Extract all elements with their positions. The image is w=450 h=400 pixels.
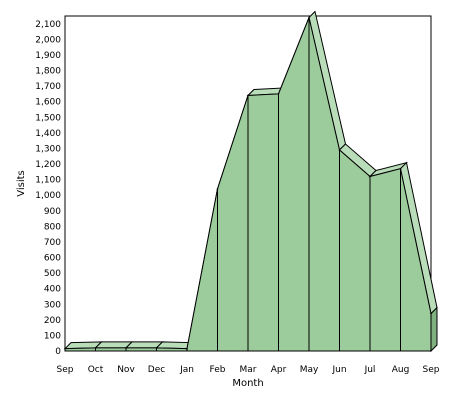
y-tick-label: 1,000 — [35, 191, 61, 201]
y-tick-label: 1,900 — [35, 51, 61, 61]
y-tick-label: 800 — [44, 222, 61, 232]
y-tick-label: 1,400 — [35, 129, 61, 139]
data-point — [399, 167, 402, 170]
y-tick-label: 500 — [44, 269, 61, 279]
area-segment — [64, 347, 96, 352]
data-point — [94, 347, 97, 349]
x-tick-label: Sep — [423, 365, 440, 375]
area-segment — [247, 93, 279, 352]
x-tick-label: Mar — [240, 365, 257, 375]
x-tick-label: Dec — [148, 365, 165, 375]
x-tick-label: Aug — [392, 365, 410, 375]
area-segment — [125, 347, 157, 352]
y-tick-label: 2,000 — [35, 35, 61, 45]
data-point — [186, 347, 188, 350]
data-point — [430, 312, 432, 315]
area-layer — [63, 10, 438, 353]
y-tick-label: 1,600 — [35, 98, 61, 108]
area-segment — [95, 347, 127, 352]
x-tick-label: Feb — [210, 365, 226, 375]
x-tick-label: Jan — [179, 365, 194, 375]
x-tick-label: Jun — [331, 365, 346, 375]
y-tick-label: 2,100 — [35, 20, 61, 30]
y-tick-label: 1,800 — [35, 67, 61, 77]
x-tick-label: Nov — [117, 365, 135, 375]
data-point — [338, 149, 341, 151]
y-tick-label: 1,700 — [35, 82, 61, 92]
data-point — [369, 175, 371, 178]
x-tick-label: Sep — [57, 365, 74, 375]
data-point — [308, 16, 310, 19]
y-axis-label: Visits — [16, 170, 27, 197]
x-tick-label: Apr — [271, 365, 287, 375]
tick-layer: 0 100 200 300 400 500 600 700 800 900 1,000 1,100 1,… — [35, 20, 440, 375]
y-tick-label: 600 — [44, 254, 61, 264]
x-tick-label: Jul — [364, 365, 376, 375]
area-segment — [339, 148, 371, 352]
data-point — [155, 347, 158, 349]
y-tick-label: 100 — [44, 331, 61, 341]
area-segment — [156, 347, 188, 352]
y-tick-label: 1,500 — [35, 113, 61, 123]
area-end-face — [430, 306, 438, 353]
x-axis-label: Month — [232, 378, 263, 389]
y-tick-label: 0 — [55, 347, 61, 357]
y-tick-label: 1,200 — [35, 160, 61, 170]
x-tick-label: May — [300, 365, 319, 375]
y-tick-label: 300 — [44, 300, 61, 310]
data-point — [277, 93, 280, 95]
area-segment — [369, 168, 401, 352]
y-tick-label: 700 — [44, 238, 61, 248]
data-point — [125, 347, 127, 349]
x-tick-label: Oct — [88, 365, 104, 375]
y-tick-label: 900 — [44, 207, 61, 217]
data-point — [247, 94, 249, 97]
y-tick-label: 1,100 — [35, 176, 61, 186]
y-tick-label: 1,300 — [35, 144, 61, 154]
y-tick-label: 200 — [44, 316, 61, 326]
y-tick-label: 400 — [44, 285, 61, 295]
data-point — [216, 188, 219, 190]
data-point — [64, 347, 66, 350]
